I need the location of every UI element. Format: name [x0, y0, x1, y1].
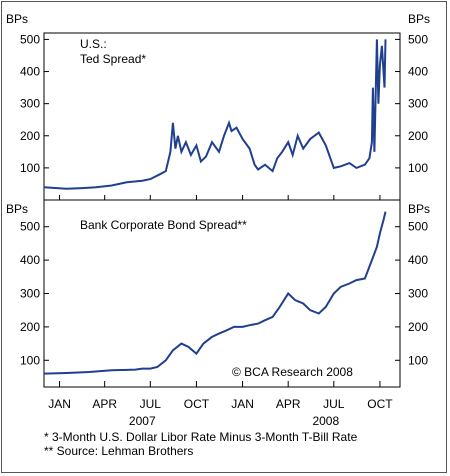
x-month-label-6: JUL [323, 397, 345, 411]
ted-right-tick-label-400: 400 [408, 65, 428, 79]
x-month-label-4: JAN [231, 397, 254, 411]
ted-left-unit: BPs [6, 12, 28, 26]
footnote-ted-definition: * 3-Month U.S. Dollar Libor Rate Minus 3… [44, 430, 358, 444]
ted-left-ticks: 100 200 300 400 500 [20, 32, 49, 175]
x-axis-year-labels: 2007 2008 [129, 414, 340, 428]
ted-right-tick-label-500: 500 [408, 32, 428, 46]
bond-right-ticks: 100 200 300 400 500 [395, 220, 428, 367]
ted-right-tick-label-200: 200 [408, 129, 428, 143]
copyright-annotation: © BCA Research 2008 [232, 365, 353, 379]
bond-spread-line [43, 211, 387, 375]
bond-right-tick-label-200: 200 [408, 320, 428, 334]
bond-left-unit: BPs [6, 202, 28, 216]
ted-left-tick-label-200: 200 [20, 129, 40, 143]
ted-right-tick-label-300: 300 [408, 97, 428, 111]
x-axis-ticks [59, 195, 381, 387]
bond-left-tick-label-500: 500 [20, 220, 40, 234]
ted-spread-line [43, 39, 387, 190]
x-month-label-3: OCT [184, 397, 210, 411]
bond-right-tick-label-300: 300 [408, 287, 428, 301]
bond-right-tick-label-100: 100 [408, 353, 428, 367]
bond-left-tick-label-400: 400 [20, 253, 40, 267]
bond-left-ticks: 100 200 300 400 500 [20, 220, 49, 367]
x-year-label-2007: 2007 [129, 414, 156, 428]
ted-right-unit: BPs [408, 12, 430, 26]
bond-title: Bank Corporate Bond Spread** [80, 218, 247, 232]
ted-left-tick-label-500: 500 [20, 32, 40, 46]
x-month-label-2: JUL [140, 397, 162, 411]
x-axis-month-labels: JAN APR JUL OCT JAN APR JUL OCT [48, 397, 393, 411]
bond-right-tick-label-400: 400 [408, 253, 428, 267]
ted-left-tick-label-300: 300 [20, 97, 40, 111]
footnotes: * 3-Month U.S. Dollar Libor Rate Minus 3… [44, 430, 357, 458]
bond-right-unit: BPs [408, 202, 430, 216]
x-year-label-2008: 2008 [312, 414, 339, 428]
bond-left-tick-label-100: 100 [20, 353, 40, 367]
ted-subtitle: Ted Spread* [80, 52, 146, 66]
footnote-source: ** Source: Lehman Brothers [44, 444, 194, 458]
ted-left-tick-label-100: 100 [20, 161, 40, 175]
ted-title: U.S.: [80, 37, 107, 51]
bond-left-tick-label-300: 300 [20, 287, 40, 301]
bond-left-tick-label-200: 200 [20, 320, 40, 334]
ted-left-tick-label-400: 400 [20, 65, 40, 79]
x-month-label-5: APR [276, 397, 301, 411]
ted-right-ticks: 100 200 300 400 500 [395, 32, 428, 175]
x-month-label-7: OCT [367, 397, 393, 411]
x-month-label-1: APR [92, 397, 117, 411]
bond-right-tick-label-500: 500 [408, 220, 428, 234]
x-month-label-0: JAN [48, 397, 71, 411]
ted-right-tick-label-100: 100 [408, 161, 428, 175]
